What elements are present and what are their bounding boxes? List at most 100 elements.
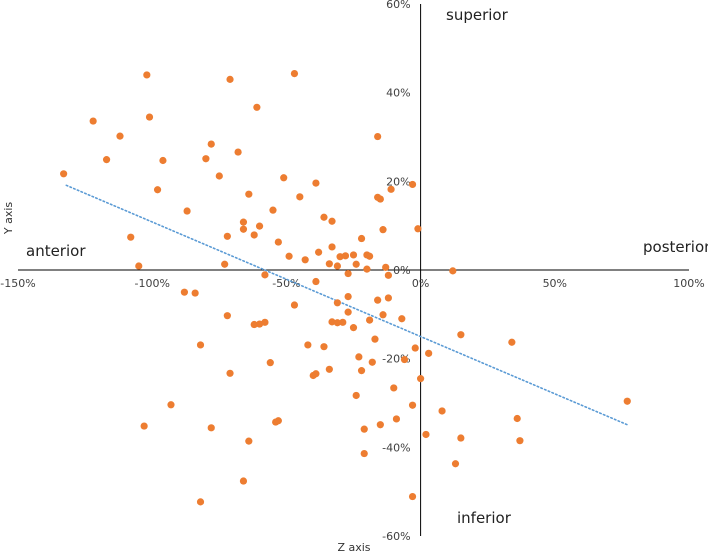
data-point: [234, 148, 242, 156]
data-point: [274, 238, 282, 246]
data-point: [344, 269, 352, 278]
data-point: [328, 318, 336, 326]
x-tick-label: -100%: [134, 277, 169, 290]
annotation-inferior: inferior: [457, 509, 512, 527]
data-point: [180, 288, 189, 296]
x-tick-labels: -150% -100% -50% 0% 50% 100%: [0, 277, 704, 290]
data-point: [384, 271, 392, 279]
data-point: [196, 341, 205, 349]
data-point: [368, 358, 376, 366]
data-point: [290, 70, 299, 78]
data-point: [167, 401, 175, 409]
y-tick-label: 20%: [386, 175, 410, 188]
data-point: [255, 222, 264, 230]
data-point: [89, 117, 97, 125]
data-point: [207, 424, 215, 432]
data-point: [333, 319, 341, 327]
data-point: [344, 308, 352, 316]
data-point: [623, 397, 631, 405]
data-point: [408, 401, 417, 409]
y-tick-label: 0%: [393, 264, 410, 277]
data-point: [379, 311, 387, 319]
data-point: [196, 498, 205, 506]
data-point: [215, 172, 223, 180]
data-point: [328, 217, 336, 225]
trendline: [65, 184, 629, 426]
data-point: [336, 253, 344, 261]
data-point: [360, 449, 368, 458]
annotation-superior: superior: [446, 6, 509, 24]
x-tick-label: -150%: [0, 277, 35, 290]
data-point: [425, 349, 433, 357]
data-point: [516, 437, 524, 445]
data-point: [60, 170, 68, 178]
data-point: [325, 260, 333, 268]
data-point: [245, 190, 253, 198]
data-point: [285, 252, 293, 260]
data-point: [414, 225, 422, 233]
x-axis-title: Z axis: [337, 541, 370, 552]
data-point: [325, 365, 333, 373]
data-point: [221, 260, 229, 268]
data-point: [239, 225, 248, 233]
data-point: [349, 251, 358, 259]
data-point: [371, 335, 379, 343]
annotation-anterior: anterior: [26, 242, 86, 260]
y-tick-labels: 60%40%20%0%-20%-40%-60%: [382, 0, 410, 543]
data-point: [320, 213, 328, 221]
data-point: [304, 341, 312, 349]
data-point: [379, 226, 387, 234]
data-point: [320, 343, 328, 351]
data-point: [153, 186, 162, 194]
data-point: [312, 179, 320, 187]
data-point: [352, 391, 360, 400]
data-point: [349, 324, 358, 332]
data-point: [422, 430, 430, 439]
y-tick-label: -60%: [382, 530, 410, 543]
data-point: [140, 422, 148, 430]
data-point: [360, 425, 368, 433]
data-point: [408, 180, 417, 189]
data-point: [223, 232, 231, 240]
data-point: [135, 262, 143, 270]
y-tick-label: 60%: [386, 0, 410, 11]
data-point: [102, 156, 111, 164]
data-point: [202, 155, 210, 163]
data-point: [301, 256, 309, 264]
data-point: [457, 331, 465, 339]
data-point: [376, 195, 384, 203]
y-axis-title: Y axis: [2, 202, 15, 236]
data-point: [366, 316, 374, 324]
data-point: [366, 252, 374, 260]
data-point: [376, 421, 384, 429]
data-point: [159, 156, 167, 165]
data-point: [315, 248, 323, 256]
data-point: [457, 434, 465, 442]
data-point: [352, 260, 360, 268]
data-point: [250, 320, 258, 329]
y-tick-label: 40%: [386, 87, 410, 100]
data-point: [513, 414, 521, 423]
data-point: [145, 113, 154, 121]
data-point: [333, 262, 341, 270]
data-point: [341, 252, 350, 260]
data-point: [438, 407, 446, 415]
data-point: [508, 338, 516, 346]
data-point: [374, 132, 382, 141]
data-point: [363, 265, 371, 273]
data-point: [223, 312, 231, 320]
data-point: [333, 299, 341, 307]
annotation-posterior: posterior: [643, 238, 708, 256]
data-point: [384, 294, 392, 302]
data-point: [312, 277, 320, 286]
data-point: [266, 359, 274, 367]
data-point: [398, 315, 406, 323]
data-point: [127, 233, 135, 241]
data-point: [269, 206, 277, 214]
y-tick-label: -40%: [382, 441, 410, 454]
x-tick-label: 50%: [543, 277, 567, 290]
data-point: [116, 132, 124, 140]
data-point: [261, 271, 269, 279]
data-point: [355, 353, 363, 361]
data-point: [449, 267, 457, 275]
